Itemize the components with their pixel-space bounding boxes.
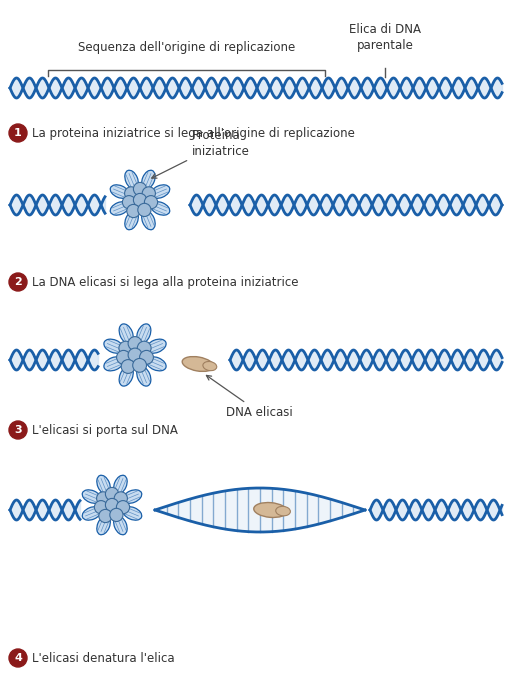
Circle shape <box>128 348 142 362</box>
Circle shape <box>114 492 127 505</box>
Circle shape <box>124 187 138 200</box>
Ellipse shape <box>119 324 133 343</box>
Ellipse shape <box>137 324 151 343</box>
Ellipse shape <box>110 202 129 215</box>
Ellipse shape <box>151 202 170 215</box>
Circle shape <box>134 193 146 206</box>
Circle shape <box>127 204 140 217</box>
Text: DNA elicasi: DNA elicasi <box>207 376 293 419</box>
Circle shape <box>144 195 158 208</box>
Circle shape <box>134 182 146 195</box>
Ellipse shape <box>110 185 129 198</box>
Circle shape <box>105 487 119 501</box>
Text: 2: 2 <box>14 277 22 287</box>
Circle shape <box>119 341 133 355</box>
Text: L'elicasi denatura l'elica: L'elicasi denatura l'elica <box>32 652 175 665</box>
Circle shape <box>138 203 151 217</box>
Text: 1: 1 <box>14 128 22 138</box>
Text: Proteina
iniziatrice: Proteina iniziatrice <box>152 129 250 178</box>
Circle shape <box>137 341 151 355</box>
Text: 4: 4 <box>14 653 22 663</box>
Text: Sequenza dell'origine di replicazione: Sequenza dell'origine di replicazione <box>78 41 295 54</box>
Ellipse shape <box>125 170 138 189</box>
Ellipse shape <box>276 506 290 516</box>
Ellipse shape <box>146 339 166 353</box>
Circle shape <box>142 187 155 200</box>
Circle shape <box>110 508 123 522</box>
Circle shape <box>9 421 27 439</box>
Text: 3: 3 <box>14 425 22 435</box>
Ellipse shape <box>182 356 214 372</box>
Ellipse shape <box>114 475 127 494</box>
Ellipse shape <box>114 516 127 535</box>
Text: L'elicasi si porta sul DNA: L'elicasi si porta sul DNA <box>32 424 178 436</box>
Circle shape <box>140 350 153 364</box>
Circle shape <box>128 336 142 350</box>
Text: La proteina iniziatrice si lega all'origine di replicazione: La proteina iniziatrice si lega all'orig… <box>32 127 355 140</box>
Circle shape <box>117 350 131 364</box>
Text: Elica di DNA
parentale: Elica di DNA parentale <box>349 23 421 52</box>
Ellipse shape <box>123 490 142 504</box>
Circle shape <box>97 492 110 505</box>
Circle shape <box>105 498 119 512</box>
Ellipse shape <box>203 361 217 371</box>
Circle shape <box>122 195 136 208</box>
Ellipse shape <box>146 357 166 371</box>
Ellipse shape <box>82 506 101 520</box>
Ellipse shape <box>119 367 133 386</box>
Ellipse shape <box>142 211 155 230</box>
Circle shape <box>99 509 112 523</box>
Ellipse shape <box>137 367 151 386</box>
Circle shape <box>121 360 135 374</box>
Ellipse shape <box>82 490 101 504</box>
Circle shape <box>9 124 27 142</box>
Ellipse shape <box>97 516 111 535</box>
Ellipse shape <box>151 185 170 198</box>
Circle shape <box>95 501 107 514</box>
Circle shape <box>116 501 130 514</box>
Text: La DNA elicasi si lega alla proteina iniziatrice: La DNA elicasi si lega alla proteina ini… <box>32 275 299 288</box>
Ellipse shape <box>254 502 287 517</box>
Ellipse shape <box>123 506 142 520</box>
Ellipse shape <box>104 357 123 371</box>
Circle shape <box>133 358 146 372</box>
Ellipse shape <box>142 170 155 189</box>
Ellipse shape <box>104 339 123 353</box>
Ellipse shape <box>125 211 138 230</box>
Circle shape <box>9 273 27 291</box>
Ellipse shape <box>97 475 111 494</box>
Circle shape <box>9 649 27 667</box>
